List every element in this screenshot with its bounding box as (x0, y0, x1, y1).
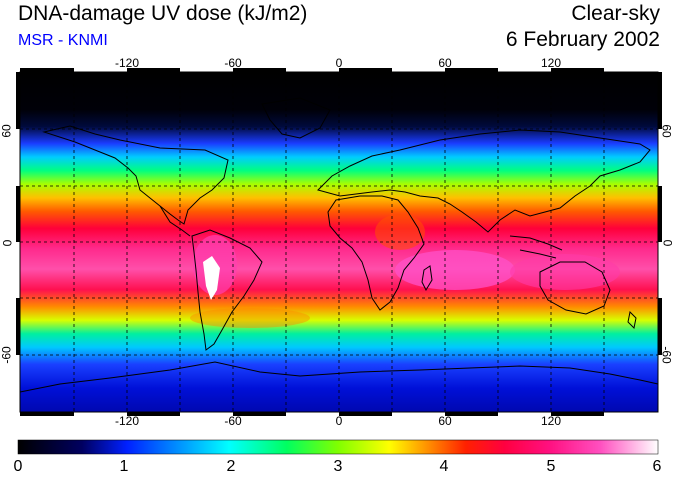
lon-tick-bottom: 120 (540, 414, 562, 428)
source-label: MSR - KNMI (18, 32, 108, 49)
uv-patch-equatorial-africa (375, 214, 425, 250)
uv-patch-south-atlantic (190, 308, 310, 328)
lon-tick-bottom: 60 (438, 414, 452, 428)
coastline-greenland (261, 97, 331, 139)
lon-tick-top: 120 (540, 56, 562, 70)
coastline-south-america (191, 229, 263, 351)
lon-tick-top: -60 (224, 56, 242, 70)
coastline-north-america (42, 125, 229, 225)
uv-hotspot-pacific (510, 254, 620, 290)
colorbar-label: 4 (439, 458, 449, 475)
coastline-new-zealand (627, 310, 637, 330)
coastline-antarctica (20, 361, 658, 393)
coastlines (20, 97, 658, 393)
coastline-maritime-southeast-asia (509, 235, 563, 259)
colorbar-label: 2 (226, 458, 236, 475)
colorbar-label: 6 (652, 458, 662, 475)
coastline-madagascar (421, 265, 433, 292)
coastline-central-america (159, 205, 191, 237)
colorbar-label: 5 (546, 458, 556, 475)
sky-condition-label: Clear-sky (571, 2, 660, 25)
lon-tick-top: 60 (438, 56, 452, 70)
colorbar (17, 439, 659, 455)
colorbar-label: 0 (13, 458, 23, 475)
lon-tick-top: 0 (335, 56, 343, 70)
coastline-eurasia (317, 129, 651, 233)
graticule (20, 72, 658, 412)
coastline-africa (327, 195, 425, 311)
map-border-ticks (16, 68, 662, 416)
colorbar-label: 3 (333, 458, 343, 475)
map-title: DNA-damage UV dose (kJ/m2) (18, 2, 308, 25)
lon-tick-top: -120 (114, 56, 140, 70)
lon-tick-bottom: -60 (224, 414, 242, 428)
lon-tick-bottom: -120 (114, 414, 140, 428)
uv-peak-andes (203, 256, 220, 300)
lon-tick-bottom: 0 (335, 414, 343, 428)
date-label: 6 February 2002 (505, 28, 660, 51)
uv-hotspot-africa (395, 250, 515, 290)
colorbar-label: 1 (119, 458, 129, 475)
